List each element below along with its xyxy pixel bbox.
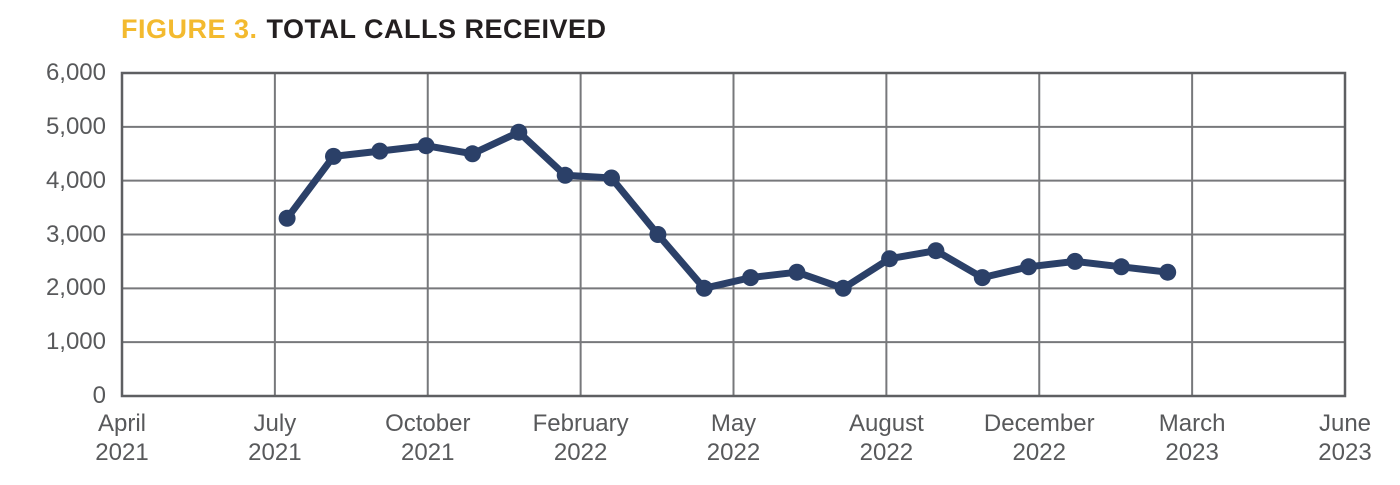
data-point bbox=[325, 147, 342, 165]
gridlines bbox=[122, 73, 1345, 396]
data-point bbox=[417, 137, 435, 155]
chart-title: FIGURE 3. TOTAL CALLS RECEIVED bbox=[121, 14, 607, 45]
y-tick-label: 5,000 bbox=[45, 112, 106, 140]
x-tick-year: 2021 bbox=[401, 439, 455, 466]
x-tick-month: July bbox=[253, 410, 297, 437]
x-tick-year: 2021 bbox=[248, 439, 302, 466]
data-series bbox=[278, 123, 1177, 297]
data-point bbox=[464, 145, 481, 163]
x-tick-month: April bbox=[97, 410, 146, 437]
x-tick-label: July 2021 bbox=[185, 409, 365, 467]
x-tick-label: August 2022 bbox=[796, 409, 976, 467]
data-point bbox=[881, 250, 899, 268]
x-tick-year: 2022 bbox=[553, 439, 608, 466]
y-tick-label: 6,000 bbox=[45, 59, 106, 86]
x-tick-month: August bbox=[849, 410, 924, 437]
x-tick-year: 2022 bbox=[706, 439, 761, 466]
data-point bbox=[603, 169, 620, 187]
y-tick-label: 3,000 bbox=[45, 220, 106, 248]
y-tick-label: 2,000 bbox=[45, 274, 106, 302]
x-tick-month: March bbox=[1158, 410, 1226, 437]
data-point bbox=[556, 166, 574, 184]
data-point bbox=[1112, 258, 1130, 276]
x-tick-label: March 2023 bbox=[1102, 409, 1282, 467]
x-tick-label: October 2021 bbox=[338, 409, 518, 467]
y-tick-label: 4,000 bbox=[45, 166, 106, 194]
x-tick-month: December bbox=[983, 410, 1095, 437]
x-tick-month: June bbox=[1318, 410, 1372, 437]
x-tick-year: 2022 bbox=[1012, 439, 1066, 466]
data-point bbox=[371, 142, 389, 160]
x-tick-year: 2022 bbox=[859, 439, 914, 466]
x-tick-month: May bbox=[710, 410, 757, 437]
x-tick-label: April 2021 bbox=[32, 409, 212, 467]
plot-border-group bbox=[120, 71, 1347, 398]
data-point bbox=[649, 226, 667, 243]
x-tick-label: June 2023 bbox=[1255, 409, 1400, 467]
y-tick-label: 1,000 bbox=[45, 328, 106, 356]
data-point bbox=[1159, 263, 1177, 281]
x-tick-label: February 2022 bbox=[491, 409, 671, 467]
figure-label: FIGURE 3. bbox=[121, 14, 258, 44]
x-tick-year: 2021 bbox=[95, 439, 149, 466]
x-tick-year: 2023 bbox=[1318, 439, 1372, 466]
data-point bbox=[742, 269, 760, 287]
data-point bbox=[695, 279, 713, 297]
data-point bbox=[1066, 252, 1084, 270]
data-point bbox=[510, 123, 528, 141]
plot-border bbox=[120, 71, 1347, 398]
x-tick-month: October bbox=[385, 410, 471, 437]
x-tick-label: May 2022 bbox=[644, 409, 824, 467]
data-point bbox=[973, 269, 991, 287]
data-point bbox=[1020, 258, 1038, 276]
data-point bbox=[834, 279, 852, 297]
x-tick-month: February bbox=[532, 410, 629, 437]
data-point bbox=[278, 209, 296, 227]
y-tick-label: 0 bbox=[92, 382, 106, 409]
data-point bbox=[788, 263, 806, 281]
x-tick-year: 2023 bbox=[1165, 439, 1219, 466]
data-point bbox=[927, 242, 945, 260]
x-tick-label: December 2022 bbox=[949, 409, 1129, 467]
chart-title-text: TOTAL CALLS RECEIVED bbox=[266, 14, 607, 44]
